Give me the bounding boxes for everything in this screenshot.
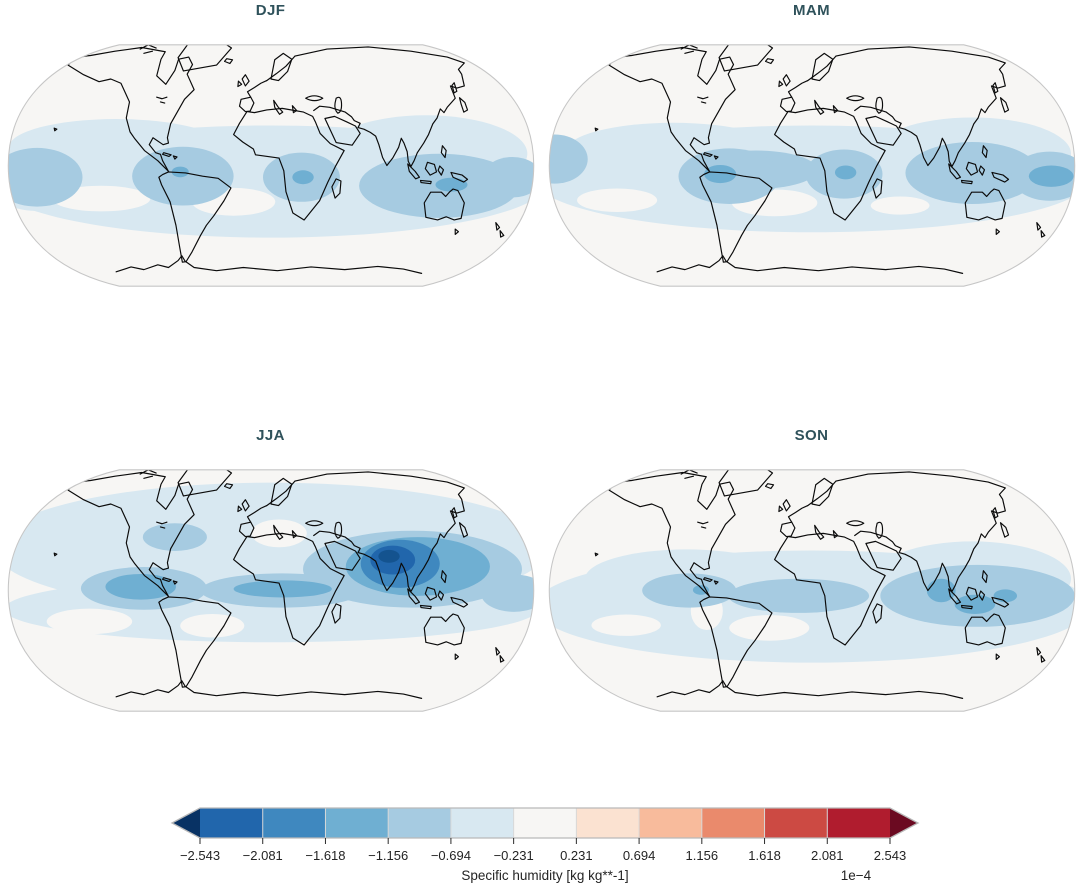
colorbar-tick-label: 1.156 xyxy=(686,848,719,863)
colorbar-tick-label: 2.081 xyxy=(811,848,844,863)
seasonal-maps-grid: DJF MAM JJA SON xyxy=(0,2,1082,724)
anomaly-contours xyxy=(548,117,1075,233)
coastlines xyxy=(53,44,504,274)
panel-title: JJA xyxy=(256,427,285,444)
world-map-jja xyxy=(7,469,534,712)
map-outline xyxy=(548,469,1075,712)
map-panel-djf: DJF xyxy=(0,2,541,299)
world-map-mam xyxy=(548,44,1075,287)
map-panel-son: SON xyxy=(541,427,1082,724)
colorbar-left-arrow xyxy=(172,808,200,838)
colorbar-ticks: −2.543 −2.081 −1.618 −1.156 −0.694 −0.231 0.23… xyxy=(180,838,906,863)
panel-title: MAM xyxy=(792,2,831,19)
colorbar-tick-label: −0.694 xyxy=(431,848,471,863)
colorbar-scale-label: 1e−4 xyxy=(841,868,872,883)
map-outline xyxy=(548,44,1075,287)
panel-title: SON xyxy=(794,427,829,444)
colorbar-tick-label: −1.156 xyxy=(368,848,408,863)
colorbar-tick-label: 2.543 xyxy=(874,848,907,863)
coastlines xyxy=(594,44,1045,274)
colorbar-segments xyxy=(200,808,890,838)
world-map-son xyxy=(548,469,1075,712)
colorbar-tick-label: −0.231 xyxy=(494,848,534,863)
colorbar-tick-label: −2.543 xyxy=(180,848,220,863)
coastlines xyxy=(594,469,1045,699)
anomaly-contours xyxy=(548,541,1075,663)
colorbar-tick-label: −1.618 xyxy=(305,848,345,863)
colorbar-wrap: −2.543 −2.081 −1.618 −1.156 −0.694 −0.231 0.23… xyxy=(166,804,926,884)
colorbar-tick-label: −2.081 xyxy=(243,848,283,863)
colorbar-tick-label: 0.231 xyxy=(560,848,593,863)
colorbar: −2.543 −2.081 −1.618 −1.156 −0.694 −0.231 0.23… xyxy=(170,807,920,883)
panel-title: DJF xyxy=(255,2,286,19)
world-map-djf xyxy=(7,44,534,287)
map-panel-mam: MAM xyxy=(541,2,1082,299)
map-outline xyxy=(7,44,534,287)
colorbar-axis-label: Specific humidity [kg kg**-1] xyxy=(461,868,628,883)
map-panel-jja: JJA xyxy=(0,427,541,724)
colorbar-tick-label: 1.618 xyxy=(748,848,781,863)
anomaly-contours xyxy=(7,482,534,643)
map-outline xyxy=(7,469,534,712)
coastlines xyxy=(53,469,504,699)
colorbar-tick-label: 0.694 xyxy=(623,848,656,863)
colorbar-right-arrow xyxy=(890,808,918,838)
